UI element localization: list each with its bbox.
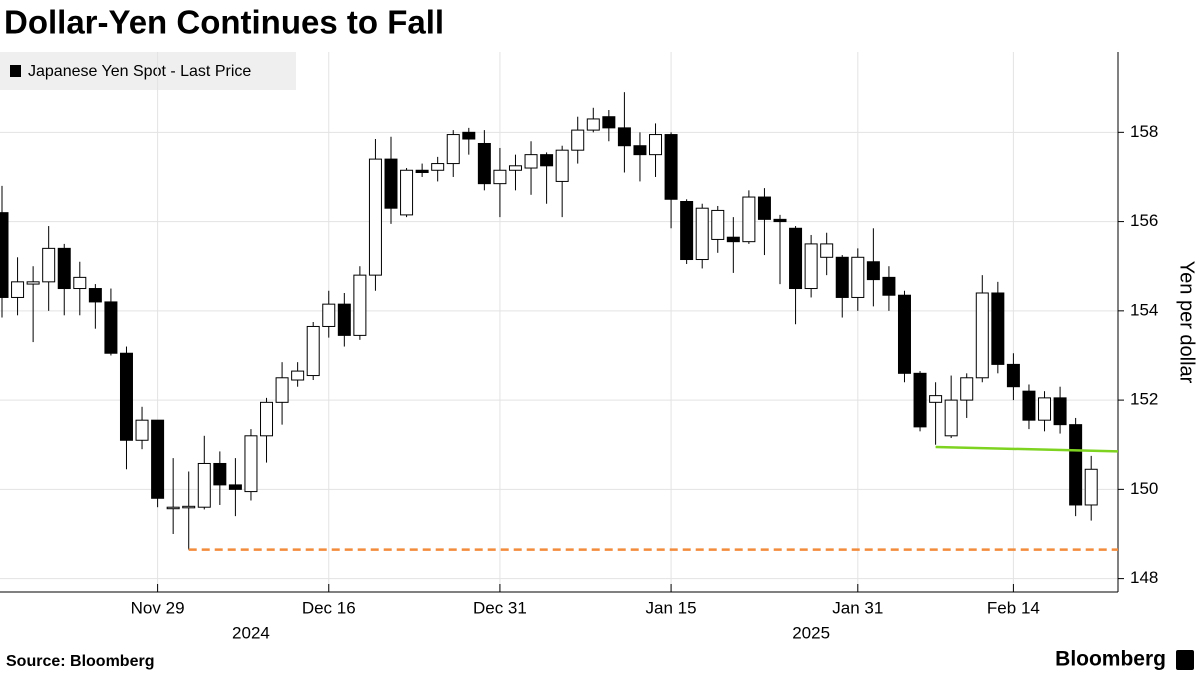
x-tick-label: Dec 16 <box>302 598 356 617</box>
candle-body <box>1022 390 1036 421</box>
candle-body <box>42 247 56 283</box>
candle-body <box>291 370 305 381</box>
candle-body <box>244 435 258 493</box>
candle-body <box>913 372 927 428</box>
candle-body <box>57 247 71 290</box>
source: Source: Bloomberg <box>6 653 154 670</box>
y-axis-title: Yen per dollar <box>1176 261 1198 384</box>
y-tick-label: 156 <box>1130 211 1158 230</box>
candle-body <box>493 169 507 185</box>
candle-body <box>555 149 569 182</box>
candle-body <box>773 218 787 223</box>
candle-body <box>1006 363 1020 388</box>
candle-body <box>524 154 538 169</box>
candle-body <box>151 419 165 499</box>
candle-body <box>306 325 320 377</box>
candle-body <box>757 196 771 220</box>
candle-body <box>540 154 554 167</box>
candle-body <box>508 165 522 171</box>
candle-body <box>866 261 880 281</box>
candle-body <box>1084 468 1098 506</box>
y-tick-label: 158 <box>1130 122 1158 141</box>
candle-body <box>0 212 9 298</box>
candle-body <box>602 116 616 129</box>
candle-body <box>929 395 943 403</box>
legend-box <box>0 52 296 90</box>
candle-body <box>197 462 211 508</box>
candle-body <box>944 399 958 437</box>
candle-body <box>975 292 989 379</box>
legend-swatch <box>10 65 21 77</box>
candle-body <box>182 505 196 509</box>
candle-body <box>477 142 491 185</box>
year-label: 2025 <box>792 623 830 642</box>
candle-body <box>711 209 725 240</box>
candle-body <box>431 163 445 171</box>
candle-body <box>135 419 149 441</box>
candle-body <box>680 201 694 261</box>
candle-body <box>571 129 585 151</box>
reference-line <box>935 445 1119 453</box>
candle-body <box>820 243 834 258</box>
candle-body <box>119 352 133 441</box>
chart-title: Dollar-Yen Continues to Fall <box>4 4 444 41</box>
x-tick-label: Jan 15 <box>646 598 697 617</box>
year-label: 2024 <box>232 623 270 642</box>
candle-body <box>1053 397 1067 426</box>
candle-body <box>368 158 382 276</box>
candle-body <box>1038 397 1052 421</box>
x-tick-label: Feb 14 <box>987 598 1040 617</box>
y-tick-label: 152 <box>1130 390 1158 409</box>
candle-body <box>446 134 460 165</box>
y-tick-label: 150 <box>1130 479 1158 498</box>
y-tick-label: 154 <box>1130 300 1158 319</box>
candle-body <box>649 134 663 156</box>
candle-body <box>104 301 118 354</box>
brand: Bloomberg <box>1055 648 1166 671</box>
candle-body <box>73 276 87 290</box>
candle-body <box>633 145 647 156</box>
candle-body <box>804 243 818 290</box>
candle-body <box>726 236 740 243</box>
candle-body <box>337 303 351 336</box>
candle-body <box>742 196 756 243</box>
candle-body <box>462 131 476 140</box>
x-tick-label: Jan 31 <box>832 598 883 617</box>
candle-body <box>353 274 367 336</box>
brand-icon <box>1176 650 1194 670</box>
candle-body <box>897 294 911 374</box>
candle-body <box>882 276 896 296</box>
legend-label: Japanese Yen Spot - Last Price <box>28 63 251 80</box>
candle-body <box>1069 424 1083 506</box>
candle-body <box>851 256 865 298</box>
candle-body <box>166 506 180 510</box>
candle-body <box>400 169 414 216</box>
candle-body <box>991 292 1005 365</box>
candle-body <box>213 462 227 486</box>
candle-body <box>664 134 678 200</box>
candle-body <box>960 377 974 401</box>
candle-body <box>586 118 600 131</box>
x-tick-label: Dec 31 <box>473 598 527 617</box>
candle-body <box>384 158 398 209</box>
candle-body <box>88 288 102 303</box>
candle-body <box>11 281 25 298</box>
candle-body <box>260 401 274 437</box>
candle-body <box>415 169 429 173</box>
candle-body <box>835 256 849 298</box>
candle-body <box>322 303 336 327</box>
candle-body <box>275 377 289 403</box>
candle-body <box>789 227 803 290</box>
candle-body <box>26 281 40 285</box>
candle-body <box>695 207 709 261</box>
y-tick-label: 148 <box>1130 568 1158 587</box>
x-tick-label: Nov 29 <box>131 598 185 617</box>
candle-body <box>617 127 631 147</box>
candle-body <box>228 484 242 490</box>
